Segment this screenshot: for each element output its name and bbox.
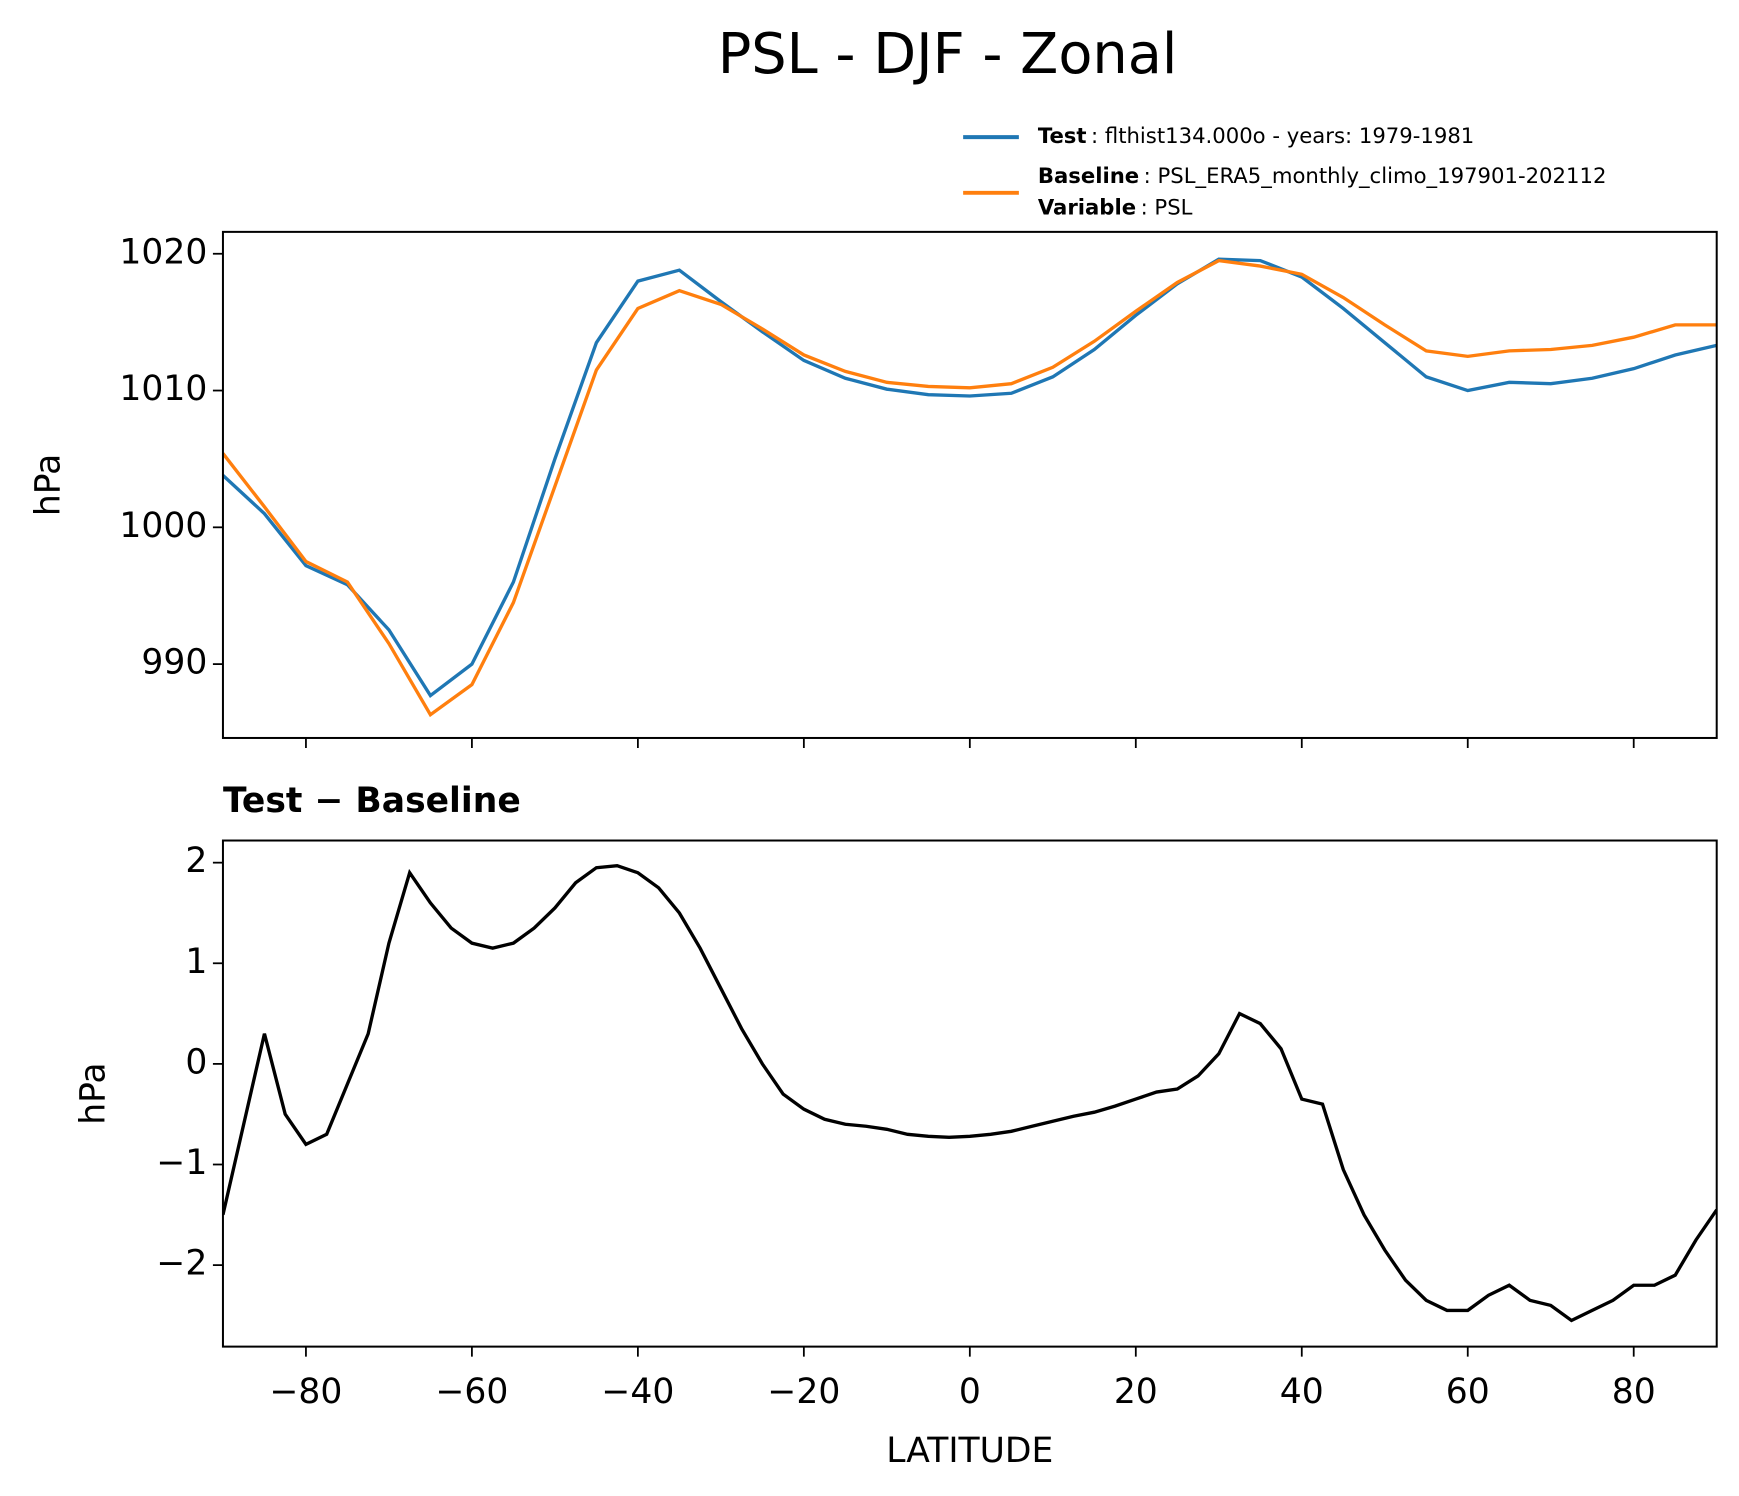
- x-tick-label: 0: [959, 1372, 981, 1412]
- y-tick-label: 0: [185, 1042, 207, 1082]
- legend-text: : PSL: [1141, 194, 1193, 219]
- axes-frame: [221, 839, 1718, 1348]
- data-line: [222, 257, 1717, 698]
- y-tick-label: 1000: [119, 506, 207, 546]
- y-tick-label: −2: [156, 1244, 207, 1284]
- x-tick-label: 40: [1280, 1372, 1324, 1412]
- y-tick-label: 990: [141, 643, 207, 683]
- legend-entry: Baseline: PSL_ERA5_monthly_climo_197901-…: [1038, 163, 1607, 189]
- x-tick-label: −40: [601, 1372, 674, 1412]
- x-tick-label: −60: [435, 1372, 508, 1412]
- y-axis-label: hPa: [73, 1062, 113, 1124]
- data-line: [222, 863, 1717, 1323]
- axes-frame: [221, 230, 1718, 739]
- legend-entry: Variable: PSL: [1038, 194, 1193, 219]
- x-tick-label: 60: [1446, 1372, 1490, 1412]
- x-tick-label: −80: [269, 1372, 342, 1412]
- data-line: [222, 258, 1717, 718]
- figure-title: PSL - DJF - Zonal: [718, 22, 1178, 87]
- legend-key: Test: [1038, 123, 1087, 148]
- y-tick-label: 1020: [119, 232, 207, 272]
- legend-key: Baseline: [1038, 163, 1139, 188]
- legend-entry: Test: flthist134.000o - years: 1979-1981: [1038, 123, 1474, 148]
- y-tick-label: −1: [156, 1143, 207, 1183]
- legend-text: : PSL_ERA5_monthly_climo_197901-202112: [1144, 163, 1607, 189]
- legend-key: Variable: [1038, 194, 1136, 219]
- subplot-title: Test − Baseline: [223, 781, 521, 821]
- x-axis-label: LATITUDE: [886, 1431, 1053, 1471]
- y-axis-label: hPa: [29, 454, 69, 516]
- x-tick-label: 80: [1612, 1372, 1656, 1412]
- x-tick-label: −20: [767, 1372, 840, 1412]
- x-tick-label: 20: [1114, 1372, 1158, 1412]
- y-tick-label: 1: [185, 942, 207, 982]
- y-tick-label: 2: [185, 841, 207, 881]
- y-tick-label: 1010: [119, 369, 207, 409]
- legend-text: : flthist134.000o - years: 1979-1981: [1091, 123, 1474, 148]
